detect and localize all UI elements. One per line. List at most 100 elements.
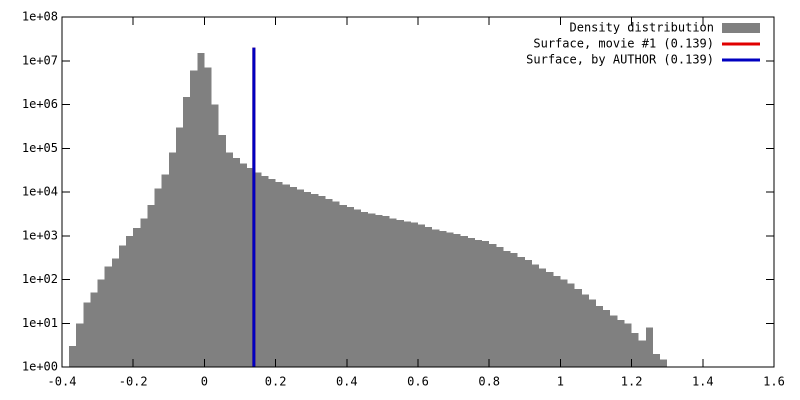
histogram-bar	[645, 327, 653, 367]
histogram-bar	[296, 189, 305, 367]
histogram-bar	[574, 289, 582, 367]
histogram-bar	[489, 243, 497, 367]
histogram-bar	[610, 315, 618, 367]
histogram-bar	[418, 224, 426, 367]
x-tick-label: -0.4	[48, 375, 77, 389]
histogram-bar	[111, 258, 119, 367]
histogram-bar	[211, 104, 219, 367]
histogram-bar	[225, 152, 233, 367]
histogram-bar	[596, 305, 604, 367]
histogram-bar	[289, 187, 297, 367]
y-tick-label: 1e+05	[22, 141, 58, 155]
histogram-bar	[97, 279, 105, 367]
histogram-bar	[218, 135, 226, 367]
x-tick-label: 1	[557, 375, 564, 389]
histogram-bar	[118, 245, 127, 367]
histogram-bar	[396, 219, 404, 367]
histogram-bar	[147, 205, 155, 367]
legend-label: Density distribution	[570, 21, 715, 35]
histogram-bar	[183, 96, 191, 367]
legend-swatch	[722, 23, 760, 33]
histogram-bar	[332, 201, 340, 367]
x-tick-label: 1.2	[621, 375, 643, 389]
histogram-bar	[190, 70, 198, 368]
histogram-bar	[446, 232, 454, 367]
x-tick-label: 0.2	[265, 375, 287, 389]
histogram-bar	[83, 302, 91, 367]
histogram-bar	[318, 196, 326, 367]
histogram-bar	[154, 188, 162, 367]
histogram-bar	[254, 172, 262, 367]
y-tick-label: 1e+07	[22, 53, 58, 67]
histogram-bar	[161, 174, 169, 367]
histogram-bar	[638, 340, 646, 367]
histogram-bar	[126, 235, 134, 367]
histogram-bar	[104, 266, 112, 367]
histogram-bar	[140, 218, 148, 367]
histogram-bar	[474, 239, 483, 367]
histogram-bar	[546, 271, 554, 367]
histogram-bar	[482, 241, 490, 367]
histogram-bar	[517, 256, 525, 367]
histogram-bar	[660, 359, 668, 367]
histogram-bar	[652, 353, 661, 367]
histogram-bar	[240, 163, 248, 367]
histogram-bar	[175, 127, 184, 367]
x-tick-label: 0.4	[336, 375, 358, 389]
histogram-bar	[581, 294, 589, 367]
histogram-bar	[531, 264, 540, 367]
x-tick-label: 0	[201, 375, 208, 389]
histogram-bar	[268, 178, 276, 367]
histogram-bar	[539, 268, 547, 367]
histogram-bar	[467, 237, 475, 367]
y-tick-label: 1e+08	[22, 10, 58, 24]
y-tick-label: 1e+06	[22, 97, 58, 111]
histogram-bar	[389, 218, 397, 367]
legend-label: Surface, movie #1 (0.139)	[533, 37, 714, 51]
y-tick-label: 1e+01	[22, 316, 58, 330]
x-tick-label: -0.2	[119, 375, 148, 389]
x-tick-label: 1.6	[763, 375, 785, 389]
histogram-bar	[168, 152, 176, 367]
histogram-bar	[631, 332, 639, 367]
histogram-bar	[261, 176, 269, 367]
histogram-bar	[133, 228, 141, 367]
histogram-bar	[76, 323, 84, 367]
y-tick-label: 1e+00	[22, 360, 58, 374]
histogram-bar	[496, 247, 504, 367]
histogram-bar	[346, 207, 354, 367]
histogram-bar	[247, 168, 255, 367]
histogram-bar	[510, 253, 518, 367]
histogram-bar	[90, 292, 98, 367]
histogram-bar	[275, 181, 283, 367]
histogram-bar	[353, 209, 362, 367]
histogram-bar	[382, 216, 390, 367]
histogram-bar	[460, 235, 468, 367]
x-tick-label: 0.8	[478, 375, 500, 389]
histogram-bar	[603, 310, 611, 367]
y-tick-label: 1e+04	[22, 185, 58, 199]
histogram-bar	[368, 213, 376, 367]
histogram-bar	[375, 214, 383, 367]
x-tick-label: 0.6	[407, 375, 429, 389]
histogram-bar	[503, 250, 511, 367]
histogram-bar	[282, 184, 290, 367]
histogram-bar	[453, 233, 461, 367]
histogram-bar	[304, 192, 312, 367]
histogram-bar	[69, 346, 77, 367]
histogram-bar	[439, 230, 447, 367]
histogram-bar	[617, 319, 625, 367]
histogram-bar	[553, 276, 561, 367]
histogram-bar	[403, 221, 411, 367]
histogram-bar	[524, 259, 532, 367]
histogram-bar	[325, 198, 333, 367]
histogram-bar	[567, 283, 575, 367]
y-tick-label: 1e+03	[22, 228, 58, 242]
x-tick-label: 1.4	[692, 375, 714, 389]
histogram-bar	[425, 226, 433, 367]
histogram-bar	[197, 53, 205, 367]
histogram-bar	[204, 67, 212, 367]
histogram-bar	[232, 157, 240, 367]
histogram-bar	[624, 323, 632, 367]
